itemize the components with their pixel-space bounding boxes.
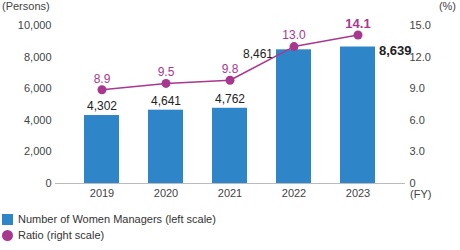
svg-text:2019: 2019 xyxy=(90,187,114,199)
svg-text:9.8: 9.8 xyxy=(222,62,239,76)
svg-text:8,461: 8,461 xyxy=(243,47,273,61)
svg-text:0: 0 xyxy=(410,177,416,189)
svg-text:9.5: 9.5 xyxy=(158,65,175,79)
svg-text:10,000: 10,000 xyxy=(18,19,52,31)
html-text:(FY): (FY) xyxy=(410,188,432,200)
svg-text:6.0: 6.0 xyxy=(410,114,425,126)
svg-text:8,639: 8,639 xyxy=(379,43,412,58)
svg-text:4,000: 4,000 xyxy=(24,114,52,126)
svg-text:2,000: 2,000 xyxy=(24,145,52,157)
svg-text:12.0: 12.0 xyxy=(410,51,431,63)
html-text:Number of Women Managers (left: Number of Women Managers (left scale) xyxy=(18,213,216,225)
svg-text:8,000: 8,000 xyxy=(24,51,52,63)
svg-text:15.0: 15.0 xyxy=(410,19,431,31)
svg-text:4,302: 4,302 xyxy=(87,99,117,113)
html-text:(Persons): (Persons) xyxy=(2,0,50,12)
svg-text:6,000: 6,000 xyxy=(24,82,52,94)
svg-text:2021: 2021 xyxy=(218,187,242,199)
svg-text:8.9: 8.9 xyxy=(94,72,111,86)
svg-text:2022: 2022 xyxy=(282,187,306,199)
svg-text:2023: 2023 xyxy=(346,187,370,199)
svg-text:3.0: 3.0 xyxy=(410,145,425,157)
html-text:Ratio (right scale): Ratio (right scale) xyxy=(18,229,105,241)
svg-text:0: 0 xyxy=(45,177,51,189)
svg-text:4,762: 4,762 xyxy=(215,92,245,106)
svg-text:2020: 2020 xyxy=(154,187,178,199)
svg-text:9.0: 9.0 xyxy=(410,82,425,94)
svg-text:13.0: 13.0 xyxy=(282,28,306,42)
svg-text:4,641: 4,641 xyxy=(151,94,181,108)
svg-text:14.1: 14.1 xyxy=(345,16,370,31)
